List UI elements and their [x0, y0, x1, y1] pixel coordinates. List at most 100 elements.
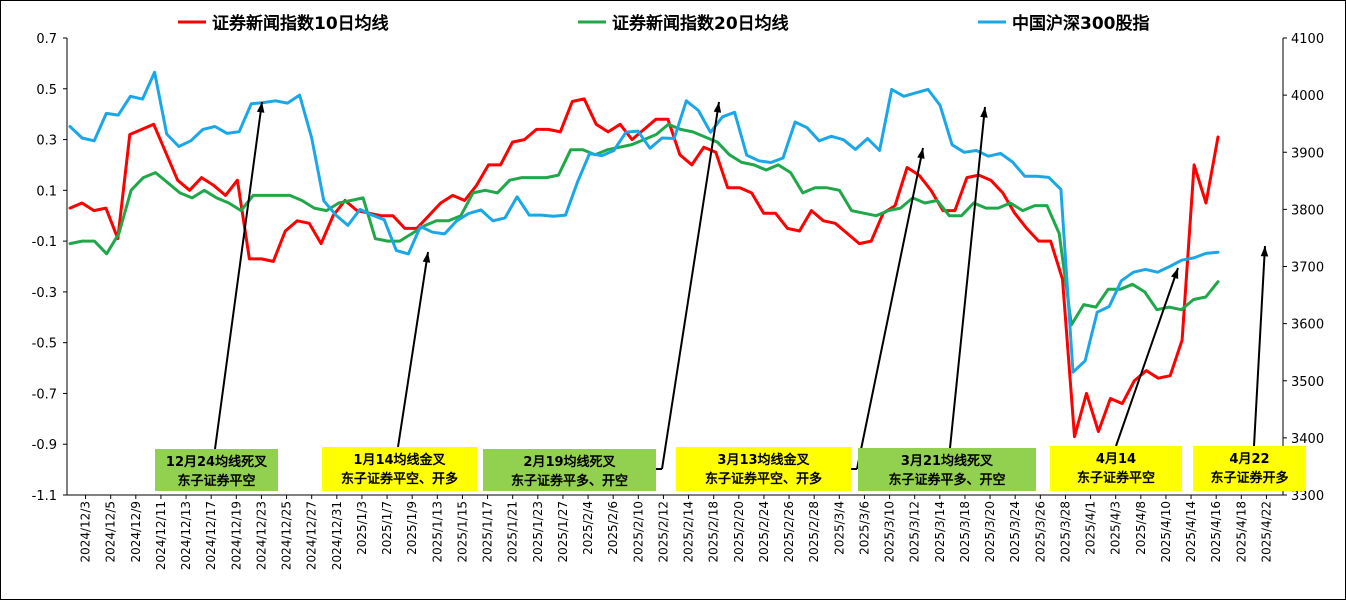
annotation-arrow — [1115, 267, 1179, 447]
left-tick-label: -0.1 — [32, 235, 57, 250]
x-tick-label: 2024/12/23 — [254, 501, 268, 570]
x-tick-label: 2025/3/24 — [1008, 501, 1022, 563]
annotation-label: 3月21均线死叉 — [901, 453, 994, 469]
x-tick-label: 2025/3/12 — [908, 501, 922, 563]
annotation-box — [483, 449, 656, 491]
right-tick-label: 3700 — [1291, 261, 1324, 276]
right-tick-label: 4100 — [1291, 32, 1324, 47]
legend-label: 证券新闻指数20日均线 — [612, 13, 789, 34]
x-tick-label: 2024/12/19 — [229, 501, 243, 570]
x-tick-label: 2025/3/10 — [883, 501, 897, 563]
x-tick-label: 2025/1/9 — [405, 501, 419, 555]
annotation-arrowhead — [422, 252, 431, 263]
x-tick-label: 2025/4/22 — [1259, 501, 1273, 563]
annotation-label: 1月14均线金叉 — [353, 452, 446, 468]
annotation-label: 东子证券开多 — [1210, 470, 1288, 486]
annotation-box — [322, 447, 477, 491]
x-tick-label: 2025/4/18 — [1234, 501, 1248, 563]
annotation-arrowhead — [917, 148, 925, 159]
x-tick-label: 2025/1/27 — [556, 501, 570, 563]
x-tick-label: 2025/2/24 — [757, 501, 771, 563]
annotation-arrowhead — [980, 107, 988, 118]
x-tick-label: 2025/4/16 — [1209, 501, 1223, 563]
annotation-label: 东子证券平空、开多 — [341, 471, 458, 487]
x-tick-label: 2025/2/4 — [581, 501, 595, 555]
annotation-label: 东子证券平空 — [177, 473, 255, 489]
legend-label: 证券新闻指数10日均线 — [212, 13, 389, 34]
annotation-arrow — [397, 251, 429, 448]
left-tick-label: 0.5 — [36, 83, 57, 98]
x-tick-label: 2025/3/6 — [857, 501, 871, 555]
x-tick-label: 2024/12/17 — [204, 501, 218, 570]
x-tick-label: 2025/1/23 — [531, 501, 545, 563]
x-tick-label: 2025/3/28 — [1058, 501, 1072, 563]
left-tick-label: -0.9 — [32, 438, 57, 453]
x-tick-label: 2024/12/11 — [154, 501, 168, 570]
left-tick-label: -0.3 — [32, 286, 57, 301]
x-tick-label: 2025/3/18 — [958, 501, 972, 563]
x-tick-label: 2025/2/18 — [707, 501, 721, 563]
x-tick-label: 2025/3/26 — [1033, 501, 1047, 563]
left-tick-label: -0.7 — [32, 387, 57, 402]
annotation-label: 4月14 — [1096, 452, 1136, 467]
x-tick-label: 2024/12/9 — [129, 501, 143, 563]
x-tick-label: 2025/2/10 — [631, 501, 645, 563]
annotation-box — [858, 448, 1036, 491]
right-tick-label: 3500 — [1291, 375, 1324, 390]
x-tick-label: 2025/3/14 — [933, 501, 947, 563]
annotation-arrow — [214, 101, 263, 450]
axes: 0.7 0.5 0.3 0.1 -0.1 -0.3 -0.5 -0.7 -0.9 -1.1 4100… — [32, 32, 1324, 570]
x-tick-label: 2025/2/6 — [606, 501, 620, 555]
x-tick-label: 2024/12/13 — [179, 501, 193, 570]
annotation-box — [1193, 446, 1306, 491]
right-tick-label: 3300 — [1291, 489, 1324, 504]
x-tick-label: 2025/4/1 — [1084, 501, 1098, 555]
x-tick-label: 2025/1/3 — [355, 501, 369, 555]
legend-label: 中国沪深300股指 — [1012, 13, 1150, 34]
annotation-arrow — [856, 147, 924, 470]
x-tick-label: 2025/4/10 — [1159, 501, 1173, 563]
right-tick-label: 3600 — [1291, 318, 1324, 333]
right-tick-label: 4000 — [1291, 89, 1324, 104]
x-tick-label: 2024/12/3 — [79, 501, 93, 563]
x-tick-label: 2025/1/13 — [430, 501, 444, 563]
annotation-label: 4月22 — [1229, 452, 1269, 467]
annotation-arrow — [1253, 245, 1266, 447]
annotation-arrowhead — [1171, 268, 1179, 279]
annotation-label: 3月13均线金叉 — [717, 452, 810, 468]
x-tick-label: 2025/2/20 — [732, 501, 746, 563]
annotation-label: 东子证券平空、开多 — [705, 471, 822, 487]
annotation-label: 东子证券平多、开空 — [888, 472, 1005, 488]
annotation-arrowhead — [1260, 246, 1269, 257]
x-tick-label: 2025/2/28 — [807, 501, 821, 563]
x-tick-label: 2024/12/25 — [280, 501, 294, 570]
legend: 证券新闻指数10日均线 证券新闻指数20日均线 中国沪深300股指 — [178, 13, 1150, 34]
x-tick-label: 2024/12/27 — [305, 501, 319, 570]
x-tick-label: 2025/4/14 — [1184, 501, 1198, 563]
right-tick-label: 3400 — [1291, 432, 1324, 447]
x-tick-label: 2025/4/3 — [1109, 501, 1123, 555]
x-tick-label: 2025/2/14 — [682, 501, 696, 563]
annotation-label: 2月19均线死叉 — [523, 454, 616, 470]
annotation-arrowhead — [256, 102, 265, 113]
x-tick-label: 2025/1/15 — [455, 501, 469, 563]
left-tick-label: 0.1 — [36, 184, 57, 199]
right-tick-label: 3900 — [1291, 146, 1324, 161]
x-tick-label: 2025/2/12 — [656, 501, 670, 563]
annotation-arrow — [661, 101, 720, 470]
x-tick-label: 2024/12/5 — [104, 501, 118, 563]
annotation-label: 12月24均线死叉 — [166, 454, 268, 470]
x-tick-label: 2025/2/26 — [782, 501, 796, 563]
x-tick-label: 2025/1/21 — [506, 501, 520, 563]
series-line-1 — [68, 97, 1220, 439]
left-tick-label: 0.7 — [36, 32, 57, 47]
annotation-box — [1050, 446, 1182, 491]
x-tick-label: 2025/1/17 — [481, 501, 495, 563]
left-tick-label: -1.1 — [32, 489, 57, 504]
right-tick-label: 3800 — [1291, 203, 1324, 218]
x-tick-label: 2025/1/7 — [380, 501, 394, 555]
